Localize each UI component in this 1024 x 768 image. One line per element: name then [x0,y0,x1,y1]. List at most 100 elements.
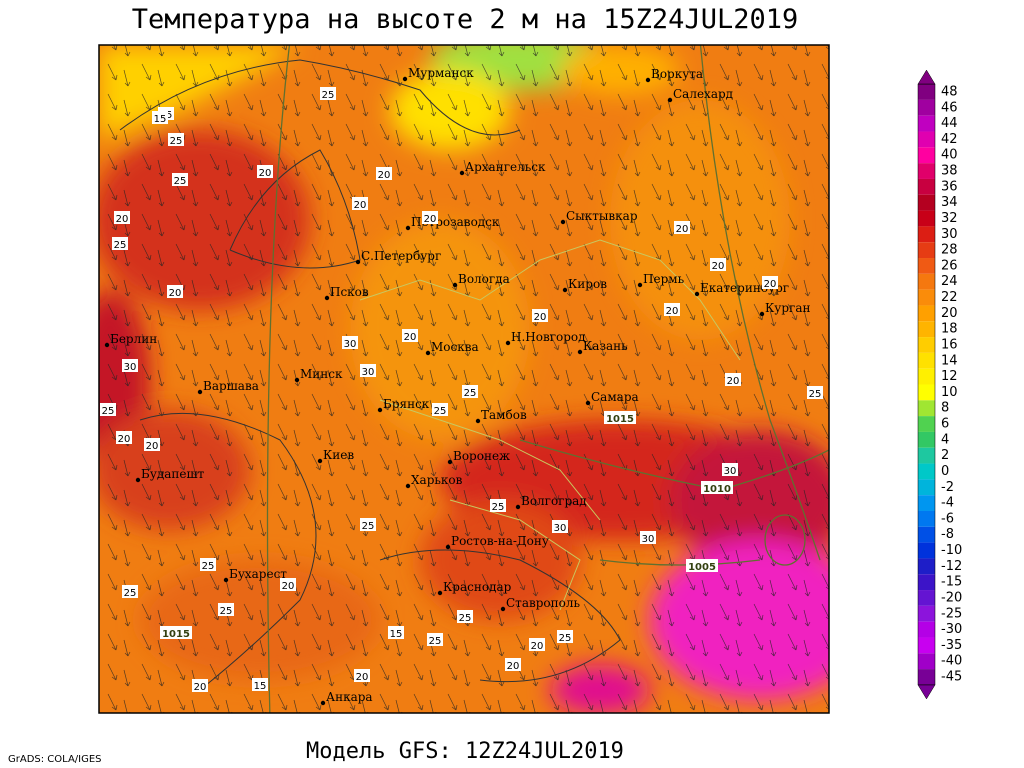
contour-label-box [388,626,404,639]
contour-label-box [807,386,823,399]
colorbar-cell [918,479,935,496]
city-dot [294,377,300,383]
contour-label: 30 [344,339,357,350]
colorbar-cell [918,558,935,575]
city-dot [577,349,583,355]
colorbar-label: 18 [941,322,958,337]
colorbar-cell [918,194,935,211]
contour-label-box [640,531,656,544]
colorbar-cap-top [917,69,936,85]
city-dot [223,577,229,583]
colorbar-cell [918,337,935,353]
contour-label: 25 [559,633,572,644]
city-label: Будапешт [141,467,205,481]
colorbar-label: -12 [941,559,962,574]
contour-label: 25 [429,636,442,647]
title: Температура на высоте 2 м на 15Z24JUL201… [132,4,798,35]
contour-label-box [192,679,208,692]
city-label: Москва [431,340,479,354]
colorbar-label: 4 [941,432,949,447]
contour-label: 30 [362,367,375,378]
contour-label: 20 [118,434,131,445]
isobar-label-box [701,481,733,494]
colorbar-label: 10 [941,385,958,400]
contour-label-box [552,520,568,533]
contour-label: 20 [354,200,367,211]
colorbar-label: 16 [941,337,958,352]
map [99,45,829,713]
colorbar-label: 32 [941,211,958,226]
contour-label-box [167,285,183,298]
colorbar-label: 40 [941,148,958,163]
contour-label-box [352,197,368,210]
isobar-label-box [160,626,192,639]
colorbar-label: 34 [941,195,958,210]
city-label: Минск [300,367,343,381]
colorbar-label: 24 [941,274,958,289]
city-label: Анкара [326,690,373,704]
contour-label-box [725,373,741,386]
colorbar-cell [918,590,935,606]
city-dot [135,477,141,483]
contour-label: 25 [102,406,115,417]
colorbar-cell [918,542,935,559]
contour-label-box [320,87,336,100]
colorbar-cell [918,526,935,543]
contour-label-box [360,364,376,377]
colorbar-label: 46 [941,100,958,115]
colorbar-label: -10 [941,543,962,558]
isobar-label: 1015 [162,629,190,640]
city-label: С.Петербург [361,249,441,263]
colorbar-label: -25 [941,606,962,621]
contour-label-box [457,610,473,623]
contour-label: 20 [666,306,679,317]
colorbar-cell [918,289,935,306]
city-dot [637,282,643,288]
contour-label: 25 [124,588,137,599]
contour-label-box [114,211,130,224]
contour-label-box [432,403,448,416]
colorbar-cap-bottom [917,684,936,700]
contour-label: 25 [322,90,335,101]
colorbar-cell [918,384,935,401]
colorbar-cell [918,147,935,164]
city-label: Курган [765,301,810,315]
colorbar-label: 20 [941,306,958,321]
colorbar-label: 42 [941,132,958,147]
colorbar-cell [918,368,935,385]
colorbar-cell [918,669,935,685]
colorbar-cell [918,273,935,290]
colorbar-cell [918,131,935,148]
colorbar-cell [918,400,935,417]
city-label: Ростов-на-Дону [451,534,549,548]
contour-label-box [674,221,690,234]
colorbar-label: -8 [941,527,954,542]
contour-label-box [402,329,418,342]
colorbar-cell [918,621,935,638]
colorbar-label: 30 [941,227,958,242]
city-label: Киев [323,448,354,462]
colorbar-label: -45 [941,670,962,685]
city-label: Брянск [383,397,430,411]
contour-label: 20 [169,288,182,299]
contour-label-box [144,438,160,451]
city-dot [505,340,511,346]
city-label: Берлин [110,332,157,346]
contour-label: 20 [676,224,689,235]
contour-label-box [218,603,234,616]
city-label: Самара [591,390,639,404]
contour-label-box [722,463,738,476]
colorbar-label: 36 [941,179,958,194]
contour-label-box [664,303,680,316]
colorbar-label: 6 [941,417,949,432]
contour-label: 25 [809,389,822,400]
contour-label: 20 [356,672,369,683]
colorbar-cell [918,510,935,527]
city-dot [562,287,568,293]
city-dot [500,606,506,612]
city-dot [667,97,673,103]
colorbar-cell [918,242,935,259]
contour-label: 25 [174,176,187,187]
contour-label-box [532,309,548,322]
city-label: Пермь [643,272,685,286]
